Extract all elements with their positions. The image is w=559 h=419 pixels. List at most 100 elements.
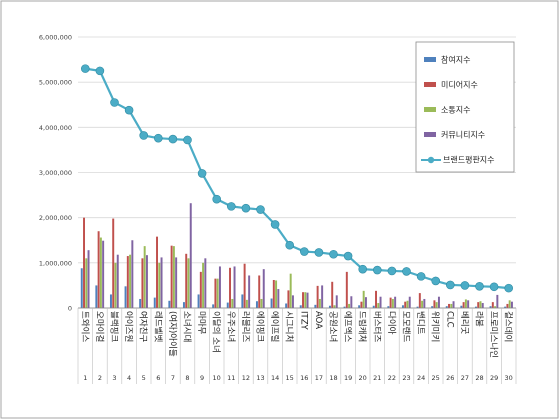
category-index-label: 15 xyxy=(286,374,294,382)
line-point-4 xyxy=(124,105,134,115)
line-point-8 xyxy=(183,135,192,145)
line-point-27 xyxy=(460,281,470,290)
bar-6-series-1 xyxy=(153,297,156,308)
bar-1-series-4 xyxy=(87,250,90,308)
category-index-label: 10 xyxy=(213,374,221,382)
bar-10-series-3 xyxy=(216,278,219,308)
bar-21-series-3 xyxy=(377,303,380,308)
bar-7-series-4 xyxy=(175,257,178,308)
y-tick-label: 4,000,000 xyxy=(39,124,72,132)
category-label: 시그니처 xyxy=(284,311,295,342)
category-label: 오마이걸 xyxy=(94,311,105,342)
bar-15-series-1 xyxy=(285,303,288,308)
bar-29-series-1 xyxy=(489,306,492,308)
bar-23-series-3 xyxy=(406,300,409,308)
legend-line-marker xyxy=(427,156,435,164)
category-index-label: 1 xyxy=(83,374,87,382)
category-index-label: 22 xyxy=(388,374,396,382)
bar-2-series-3 xyxy=(99,237,102,308)
category-index-label: 23 xyxy=(402,374,410,382)
bar-24-series-4 xyxy=(423,298,426,308)
bar-5-series-2 xyxy=(141,258,144,308)
bar-8-series-1 xyxy=(182,302,185,308)
bar-27-series-1 xyxy=(460,305,463,308)
bar-16-series-1 xyxy=(299,305,302,308)
line-point-13 xyxy=(256,205,265,214)
line-point-23 xyxy=(402,267,411,276)
bar-23-series-1 xyxy=(401,305,404,308)
category-index-label: 25 xyxy=(432,374,440,382)
bar-10-series-4 xyxy=(218,266,221,308)
category-index-label: 3 xyxy=(112,374,116,382)
category-index-label: 8 xyxy=(185,374,189,382)
category-index-label: 20 xyxy=(359,374,367,382)
bar-19-series-4 xyxy=(350,296,353,308)
y-tick-label: 3,000,000 xyxy=(39,169,72,177)
bar-6-series-3 xyxy=(158,262,161,308)
bar-10-series-1 xyxy=(212,304,215,308)
legend-label: 소통지수 xyxy=(441,106,470,115)
category-index-label: 24 xyxy=(417,374,425,382)
bar-12-series-1 xyxy=(241,294,244,308)
line-point-6 xyxy=(154,133,163,143)
bar-20-series-3 xyxy=(362,290,365,308)
category-label: 버스터즈 xyxy=(371,311,382,342)
bar-8-series-3 xyxy=(187,258,190,308)
category-index-label: 26 xyxy=(446,374,454,382)
line-point-10 xyxy=(212,194,221,204)
bar-27-series-2 xyxy=(462,302,465,308)
bar-29-series-4 xyxy=(496,294,499,308)
line-point-25 xyxy=(431,276,441,286)
bar-13-series-2 xyxy=(258,275,261,308)
bar-9-series-3 xyxy=(202,262,205,308)
category-index-label: 11 xyxy=(227,374,235,382)
bar-16-series-4 xyxy=(306,292,309,308)
category-label: (여자)아이들 xyxy=(167,311,178,357)
line-point-5 xyxy=(139,131,148,140)
bar-6-series-2 xyxy=(156,236,158,308)
line-point-11 xyxy=(227,202,236,211)
line-point-26 xyxy=(445,280,455,290)
bar-26-series-1 xyxy=(445,306,448,308)
bar-11-series-1 xyxy=(226,302,229,308)
line-point-21 xyxy=(372,265,382,275)
bar-14-series-3 xyxy=(275,280,278,308)
y-tick-label: 1,000,000 xyxy=(39,259,72,267)
bar-4-series-2 xyxy=(126,256,129,308)
bar-18-series-2 xyxy=(331,281,334,308)
category-label: AOA xyxy=(313,311,323,329)
bar-29-series-2 xyxy=(491,302,494,308)
category-label: 트와이스 xyxy=(79,311,90,342)
bar-30-series-2 xyxy=(506,303,509,308)
line-series-layer xyxy=(81,64,514,293)
bar-24-series-2 xyxy=(418,293,421,308)
bar-27-series-4 xyxy=(467,300,470,308)
bar-25-series-2 xyxy=(433,300,436,308)
category-label: 여자친구 xyxy=(138,311,149,342)
bar-27-series-3 xyxy=(464,299,467,308)
bar-15-series-4 xyxy=(291,295,294,308)
category-label: 라붐 xyxy=(474,311,484,327)
bar-9-series-4 xyxy=(204,258,207,308)
bar-6-series-4 xyxy=(160,257,163,308)
category-index-label: 4 xyxy=(127,374,131,382)
bar-19-series-2 xyxy=(345,271,348,308)
line-point-7 xyxy=(168,134,178,144)
bar-26-series-3 xyxy=(450,303,453,308)
bar-25-series-4 xyxy=(437,296,440,308)
y-tick-label: 2,000,000 xyxy=(39,214,72,222)
category-label: 에이핑크 xyxy=(255,311,266,342)
y-tick-label: 0 xyxy=(68,305,72,313)
bars xyxy=(80,203,513,308)
line-point-9 xyxy=(197,169,207,178)
bar-11-series-3 xyxy=(231,298,234,308)
category-index-label: 29 xyxy=(490,374,498,382)
category-label: 마마무 xyxy=(196,311,206,335)
category-index-label: 5 xyxy=(142,374,146,382)
bar-24-series-1 xyxy=(416,306,419,308)
category-index-label: 2 xyxy=(98,374,102,382)
bar-1-series-1 xyxy=(80,268,83,308)
bar-21-series-2 xyxy=(375,290,377,308)
